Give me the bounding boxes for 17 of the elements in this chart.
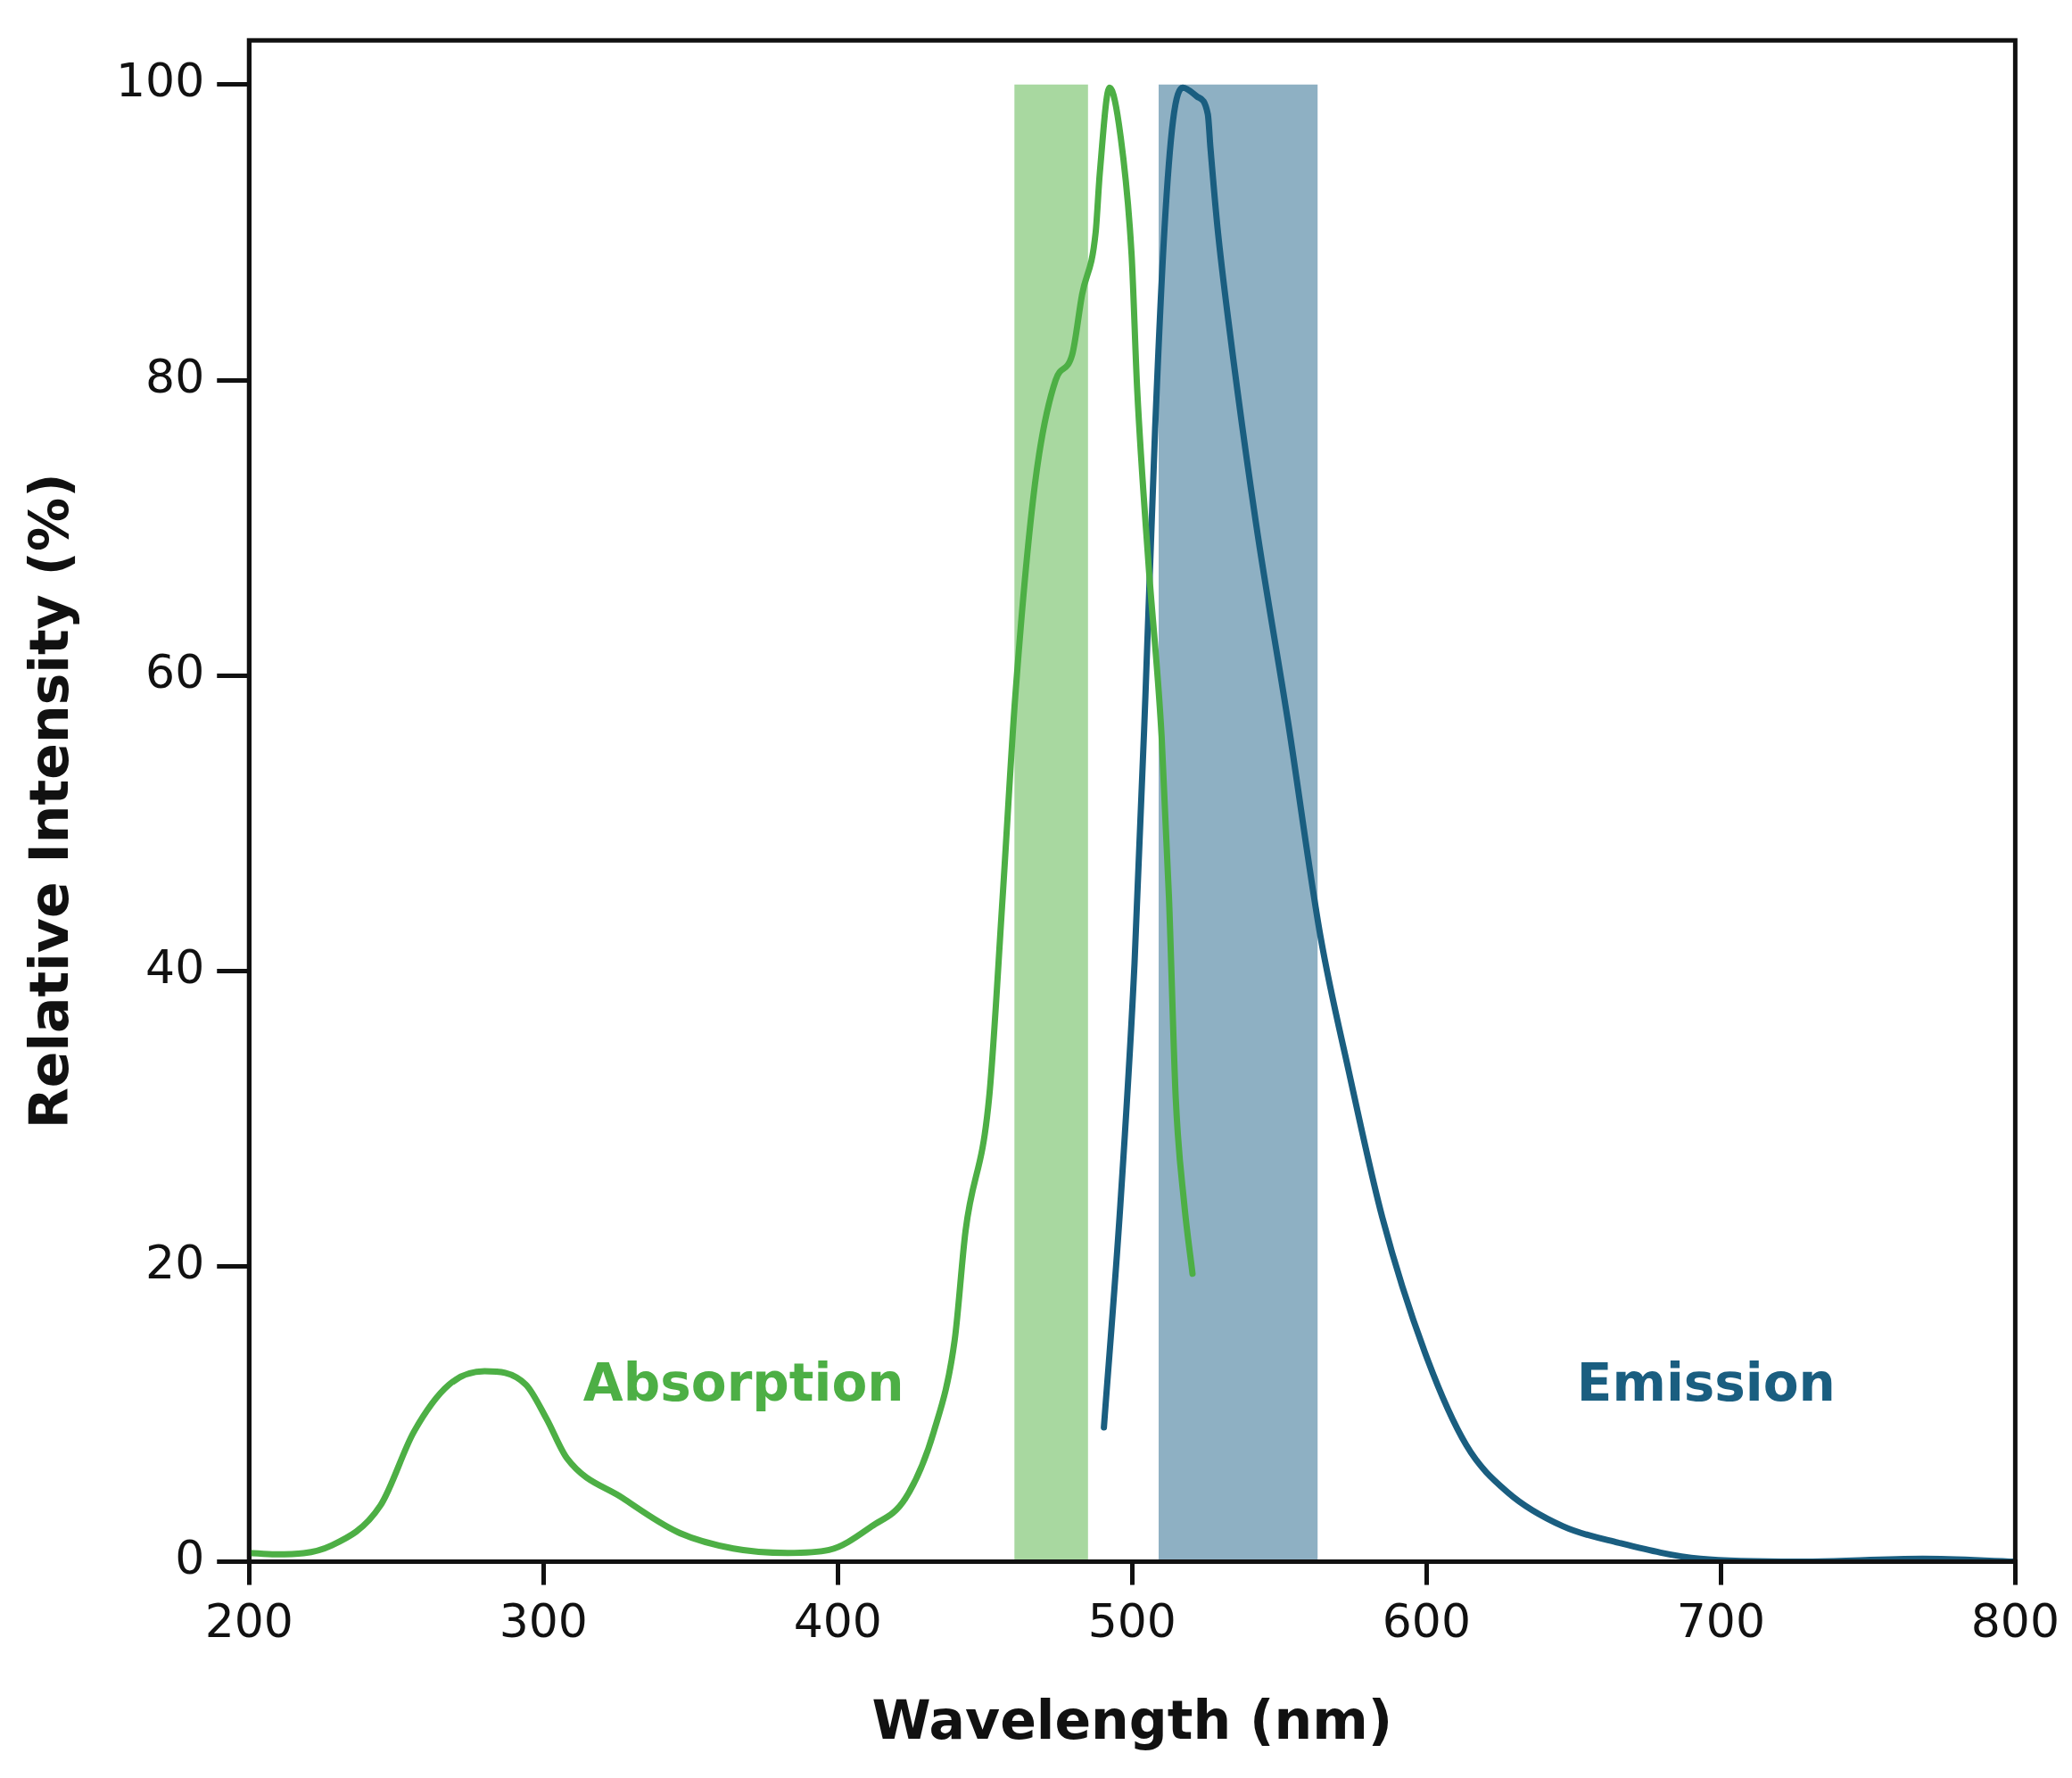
x-tick-label: 700 — [1676, 1594, 1765, 1649]
y-tick-label: 100 — [115, 54, 205, 108]
x-tick-label: 200 — [204, 1594, 293, 1649]
y-tick-label: 80 — [145, 349, 205, 403]
x-tick-label: 300 — [499, 1594, 588, 1649]
x-tick-label: 400 — [793, 1594, 882, 1649]
y-tick-label: 40 — [145, 939, 205, 994]
x-axis-title: Wavelength (nm) — [871, 1688, 1393, 1751]
y-tick-label: 60 — [145, 644, 205, 699]
y-axis-title: Relative Intensity (%) — [17, 473, 80, 1129]
x-tick-label: 600 — [1382, 1594, 1471, 1649]
x-tick-label: 500 — [1087, 1594, 1176, 1649]
series-label: Absorption — [582, 1352, 904, 1413]
y-tick-label: 20 — [145, 1235, 205, 1289]
y-tick-label: 0 — [175, 1531, 205, 1585]
x-tick-label: 800 — [1970, 1594, 2060, 1649]
text: Emission — [1576, 1352, 1836, 1413]
